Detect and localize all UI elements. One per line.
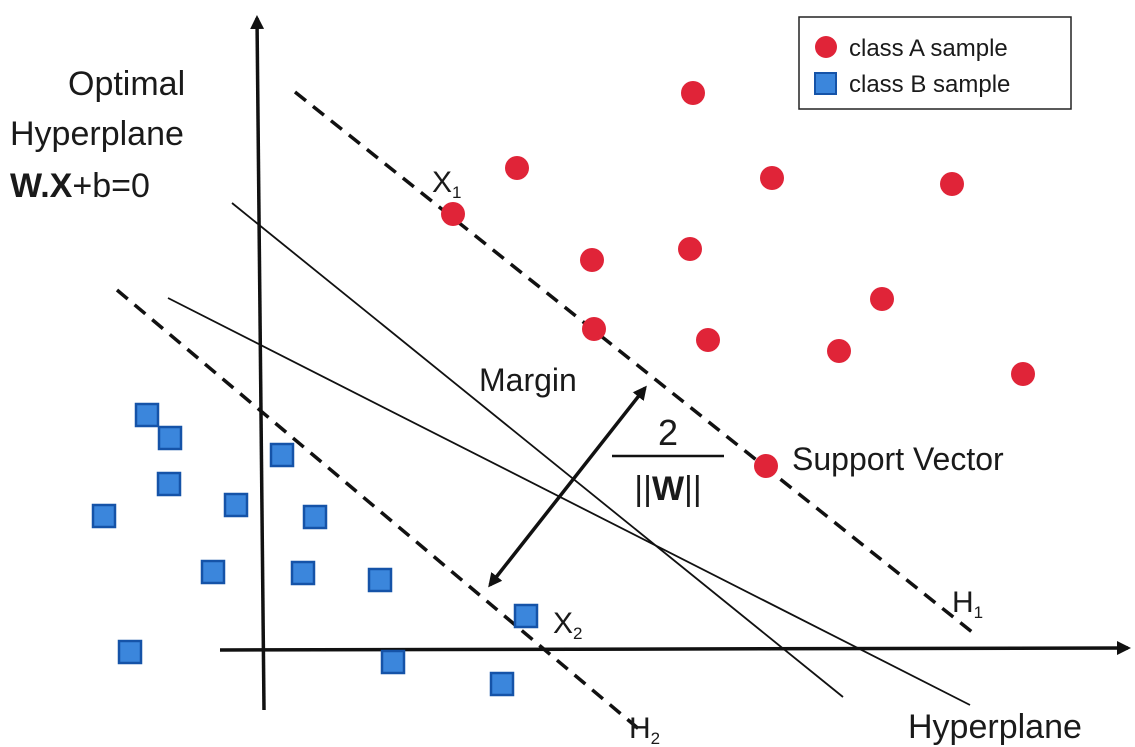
margin-fraction: 2 ||W|| <box>612 412 724 508</box>
class-b-sample-point <box>223 492 249 518</box>
class-a-sample-point <box>870 287 894 311</box>
class-b-sample-point <box>380 649 406 675</box>
class-b-sample-point <box>117 639 143 665</box>
h1-dashed-line <box>293 90 974 634</box>
support-vector-label: Support Vector <box>792 441 1004 477</box>
class-b-sample-point <box>91 503 117 529</box>
class-a-sample-point <box>678 237 702 261</box>
class-a-sample-point <box>681 81 705 105</box>
fraction-denominator: ||W|| <box>634 470 701 508</box>
class-b-sample-point <box>367 567 393 593</box>
class-b-sample-point <box>157 425 183 451</box>
x2-label: X2 <box>553 607 582 643</box>
x-axis <box>219 641 1131 656</box>
class-a-sample-point <box>505 156 529 180</box>
h1-label: H1 <box>952 586 983 622</box>
class-b-samples <box>91 402 539 697</box>
class-b-sample-point <box>200 559 226 585</box>
class-a-sample-point <box>1011 362 1035 386</box>
hyperplane-line-2 <box>167 297 971 706</box>
red-circle-icon <box>815 36 837 58</box>
class-b-sample-point <box>269 442 295 468</box>
margin-label: Margin <box>479 362 577 398</box>
class-a-sample-point <box>760 166 784 190</box>
fraction-numerator: 2 <box>658 412 678 453</box>
class-b-sample-point <box>156 471 182 497</box>
class-b-sample-point <box>134 402 160 428</box>
hyperplane-label: Hyperplane <box>908 708 1082 746</box>
class-a-samples <box>441 81 1035 478</box>
legend-class-b-label: class B sample <box>849 71 1010 98</box>
legend-class-a-label: class A sample <box>849 35 1008 62</box>
class-b-sample-point <box>302 504 328 530</box>
h2-label: H2 <box>629 712 660 747</box>
class-a-sample-point <box>754 454 778 478</box>
y-axis <box>250 15 266 711</box>
class-b-sample-point <box>290 560 316 586</box>
h2-dashed-line <box>115 288 642 732</box>
margin-arrow <box>488 385 647 588</box>
class-a-sample-point <box>940 172 964 196</box>
class-b-sample-point <box>513 603 539 629</box>
x1-label: X1 <box>432 166 461 202</box>
class-a-sample-point <box>696 328 720 352</box>
class-a-sample-point <box>827 339 851 363</box>
equation-label: W.X+b=0 <box>10 167 150 205</box>
legend: class A sample class B sample <box>798 16 1072 110</box>
class-a-sample-point <box>580 248 604 272</box>
class-a-sample-point <box>441 202 465 226</box>
optimal-label-line2: Hyperplane <box>10 115 184 153</box>
optimal-label-line1: Optimal <box>68 65 185 103</box>
class-a-sample-point <box>582 317 606 341</box>
blue-square-icon <box>814 72 837 95</box>
class-b-sample-point <box>489 671 515 697</box>
